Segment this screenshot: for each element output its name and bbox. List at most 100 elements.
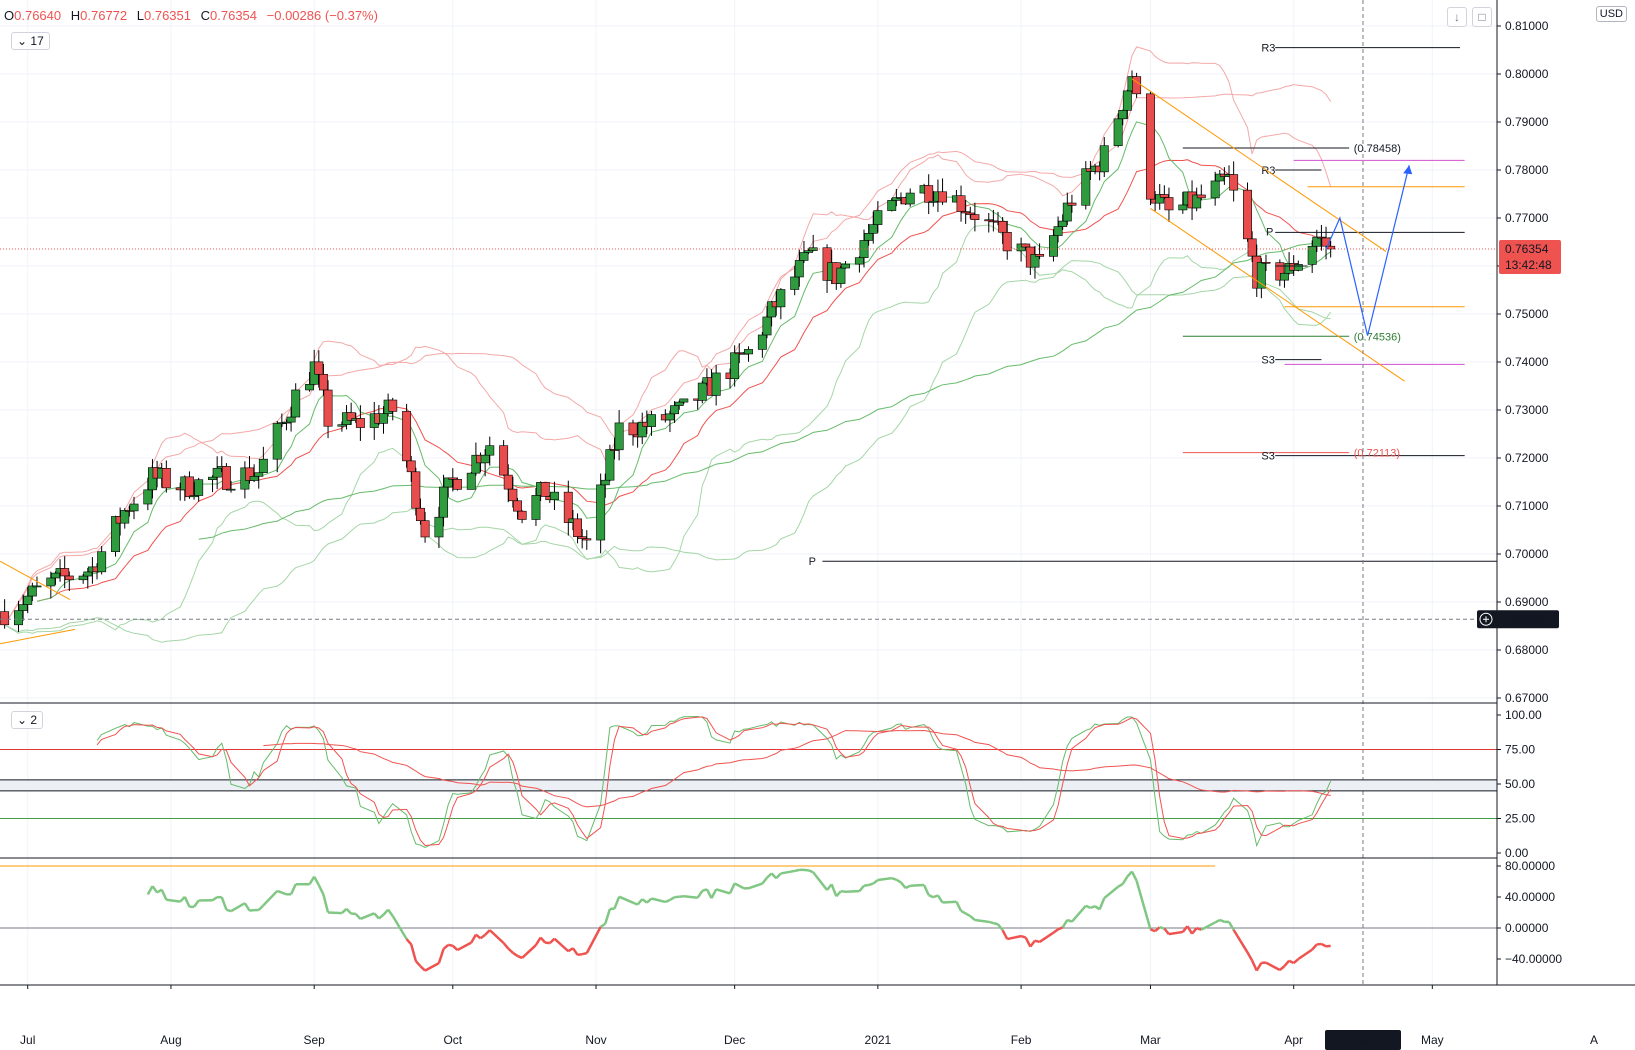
candle-body <box>355 418 365 428</box>
ma-indicator-pill[interactable]: ⌄ 17 <box>11 32 50 50</box>
osc-tick-label: 80.00000 <box>1505 859 1555 873</box>
oscillator-segment <box>936 894 944 904</box>
candle <box>984 213 994 233</box>
candle <box>637 412 647 445</box>
candle-body <box>804 250 814 253</box>
oscillator-segment <box>512 951 519 957</box>
level-low-label: (0.72113) <box>1354 448 1400 460</box>
candle-body <box>258 458 268 473</box>
crosshair-plus-icon <box>1483 616 1489 623</box>
oscillator-segment <box>354 913 362 920</box>
candle <box>258 446 268 473</box>
oscillator-segment <box>664 898 671 904</box>
maximize-icon[interactable]: □ <box>1472 7 1492 27</box>
oscillator-segment <box>308 875 316 885</box>
candle <box>466 472 476 490</box>
candle <box>1229 161 1239 202</box>
oscillator-segment <box>922 884 930 896</box>
candle <box>799 240 809 264</box>
oscillator-segment <box>521 944 537 959</box>
candle-body <box>415 507 425 522</box>
candle-body <box>1256 262 1266 289</box>
oscillator-segment <box>1006 934 1022 941</box>
stoch-tick-label: 75.00 <box>1505 743 1535 757</box>
candle <box>1035 243 1045 260</box>
candle-body <box>730 352 740 379</box>
oscillator-segment <box>1250 960 1258 972</box>
download-icon[interactable]: ↓ <box>1447 7 1467 27</box>
candle-body <box>600 479 610 486</box>
oscillator-segment <box>1154 926 1161 933</box>
time-tick-label: Mar <box>1140 1033 1161 1047</box>
oscillator-segment <box>1200 921 1216 931</box>
p-label-big: P <box>809 556 816 568</box>
stoch-indicator-pill[interactable]: ⌄ 2 <box>11 711 44 729</box>
oscillator-segment <box>845 889 860 893</box>
candle <box>1146 91 1155 206</box>
candle <box>27 582 37 602</box>
oscillator-segment <box>1214 918 1221 924</box>
oscillator-segment <box>715 888 731 895</box>
oscillator-segment <box>1085 904 1091 910</box>
candle <box>452 477 462 491</box>
price-tick-label: 0.75000 <box>1505 307 1549 321</box>
oscillator-segment <box>507 947 514 954</box>
candle-body <box>1099 145 1109 173</box>
oscillator-segment <box>1117 882 1124 888</box>
candle-body <box>956 195 966 212</box>
oscillator-segment <box>1227 921 1235 931</box>
candle-body <box>411 471 421 509</box>
candle <box>647 410 656 436</box>
candle <box>573 513 583 544</box>
candle <box>513 497 522 520</box>
candle-body <box>711 372 721 396</box>
price-tick-label: 0.73000 <box>1505 403 1549 417</box>
oscillator-segment <box>166 898 181 903</box>
candle <box>563 480 573 536</box>
candle <box>1307 240 1317 273</box>
candle-body <box>1159 194 1169 198</box>
last-price-value: 0.76354 <box>1505 242 1549 256</box>
candle <box>679 398 689 404</box>
candle-body <box>120 510 130 524</box>
candle-body <box>1048 235 1058 257</box>
oscillator-segment <box>1052 928 1059 934</box>
candle-body <box>1280 272 1289 281</box>
price-tick-label: 0.79000 <box>1505 115 1549 129</box>
oscillator-segment <box>997 923 1004 931</box>
candle-body <box>466 472 476 490</box>
candle <box>582 530 592 550</box>
candle <box>291 383 301 418</box>
time-tick-label: Sep <box>304 1033 326 1047</box>
oscillator-segment <box>701 888 708 892</box>
oscillator-segment <box>734 882 740 887</box>
oscillator-segment <box>932 894 939 899</box>
candle-body <box>1122 90 1132 111</box>
candle <box>388 397 398 421</box>
oscillator-segment <box>775 872 782 880</box>
oscillator-segment <box>780 869 795 875</box>
candle-body <box>314 361 324 375</box>
oscillator-segment <box>705 888 713 899</box>
oscillator-segment <box>391 915 408 940</box>
oscillator-segment <box>581 951 588 956</box>
candle <box>744 346 753 362</box>
candle-body <box>212 467 222 478</box>
currency-badge[interactable]: USD <box>1595 6 1627 22</box>
oscillator-segment <box>567 947 574 953</box>
candle-body <box>549 491 559 501</box>
oscillator-segment <box>220 896 228 911</box>
oscillator-segment <box>632 901 639 906</box>
auto-scale-button[interactable]: A <box>1590 1033 1598 1047</box>
oscillator-segment <box>1103 885 1119 900</box>
candle-body <box>18 604 28 611</box>
oscillator-segment <box>1246 951 1254 962</box>
candle-body <box>221 466 231 490</box>
oscillator-segment <box>193 899 200 908</box>
oscillator-segment <box>636 898 644 906</box>
high-label: H <box>70 8 81 23</box>
oscillator-segment <box>1057 926 1064 931</box>
candle-body <box>1293 264 1303 271</box>
oscillator-segment <box>942 900 957 904</box>
